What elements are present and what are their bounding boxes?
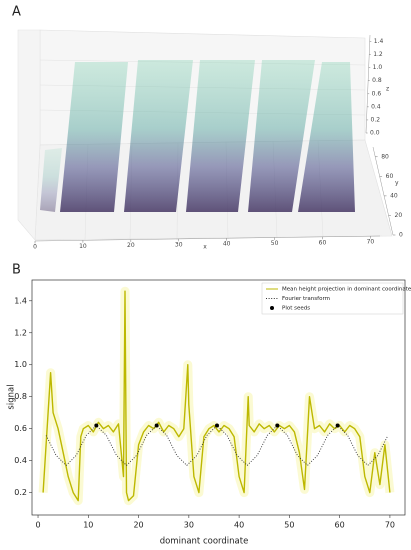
seed-point xyxy=(94,423,99,428)
x-tick-label: 60 xyxy=(335,521,345,530)
y-tick-label: 0.2 xyxy=(14,488,27,497)
y-axis-label: y xyxy=(395,180,399,187)
z-axis xyxy=(365,34,371,134)
x-tick-label: 70 xyxy=(385,521,395,530)
z-axis-label: z xyxy=(386,86,389,93)
x-tick-label: 60 xyxy=(319,239,327,246)
fourier-line xyxy=(45,424,389,467)
x-tick-label: 50 xyxy=(284,521,294,530)
x-tick-label: 0 xyxy=(33,244,37,251)
seed-point xyxy=(335,423,340,428)
z-tick-label: 1.0 xyxy=(373,64,383,71)
x-tick-label: 40 xyxy=(234,521,244,530)
z-tick-label: 1.2 xyxy=(373,51,383,58)
y-tick-label: 1.2 xyxy=(14,328,27,337)
legend-box xyxy=(261,282,404,315)
y-tick-label: 0.8 xyxy=(14,392,27,401)
z-tick-label: 1.4 xyxy=(374,38,384,45)
signal-halo xyxy=(38,286,395,506)
panel-label: B xyxy=(12,263,21,278)
seed-point xyxy=(154,423,159,428)
seed-point xyxy=(214,423,219,428)
z-tick-label: 0.6 xyxy=(372,90,382,97)
x-tick-label: 20 xyxy=(127,242,135,249)
point-cloud xyxy=(40,60,355,212)
x-axis-label: dominant coordinate xyxy=(160,537,249,547)
x-tick-label: 30 xyxy=(184,521,194,530)
y-tick-label: 80 xyxy=(381,153,389,160)
panel-a-scene xyxy=(17,29,393,241)
z-tick-label: 0.8 xyxy=(372,77,382,84)
y-tick-label: 0 xyxy=(399,232,403,239)
legend-label: Fourier transform xyxy=(282,296,330,302)
x-tick-label: 30 xyxy=(175,241,183,248)
x-axis-label: x xyxy=(203,244,207,251)
seed-point xyxy=(275,423,280,428)
y-tick-label: 60 xyxy=(386,173,394,180)
y-tick-label: 40 xyxy=(390,192,398,199)
x-tick-label: 0 xyxy=(35,521,40,530)
x-tick-label: 10 xyxy=(79,243,87,250)
z-tick-label: 0.4 xyxy=(371,103,381,110)
legend-label: Mean height projection in dominant coord… xyxy=(282,287,411,293)
x-tick-label: 10 xyxy=(83,521,93,530)
x-tick-label: 70 xyxy=(367,239,375,246)
z-tick-label: 0.0 xyxy=(370,130,380,137)
y-axis-label: signal xyxy=(7,384,17,409)
side-wall xyxy=(17,29,41,241)
x-tick-label: 20 xyxy=(133,521,143,530)
legend-label: Plot seeds xyxy=(282,306,310,312)
legend-marker xyxy=(270,306,274,310)
y-axis xyxy=(372,146,394,236)
signal-line xyxy=(42,290,391,502)
panel-label: A xyxy=(12,5,21,20)
y-tick-label: 20 xyxy=(395,212,403,219)
y-tick-label: 0.4 xyxy=(14,456,27,465)
plot-frame xyxy=(31,279,406,516)
y-tick-label: 1.0 xyxy=(14,360,27,369)
x-tick-label: 50 xyxy=(271,240,279,247)
y-tick-label: 0.6 xyxy=(14,424,27,433)
y-tick-label: 1.4 xyxy=(14,296,27,305)
x-tick-label: 40 xyxy=(223,241,231,248)
z-tick-label: 0.2 xyxy=(371,116,381,123)
